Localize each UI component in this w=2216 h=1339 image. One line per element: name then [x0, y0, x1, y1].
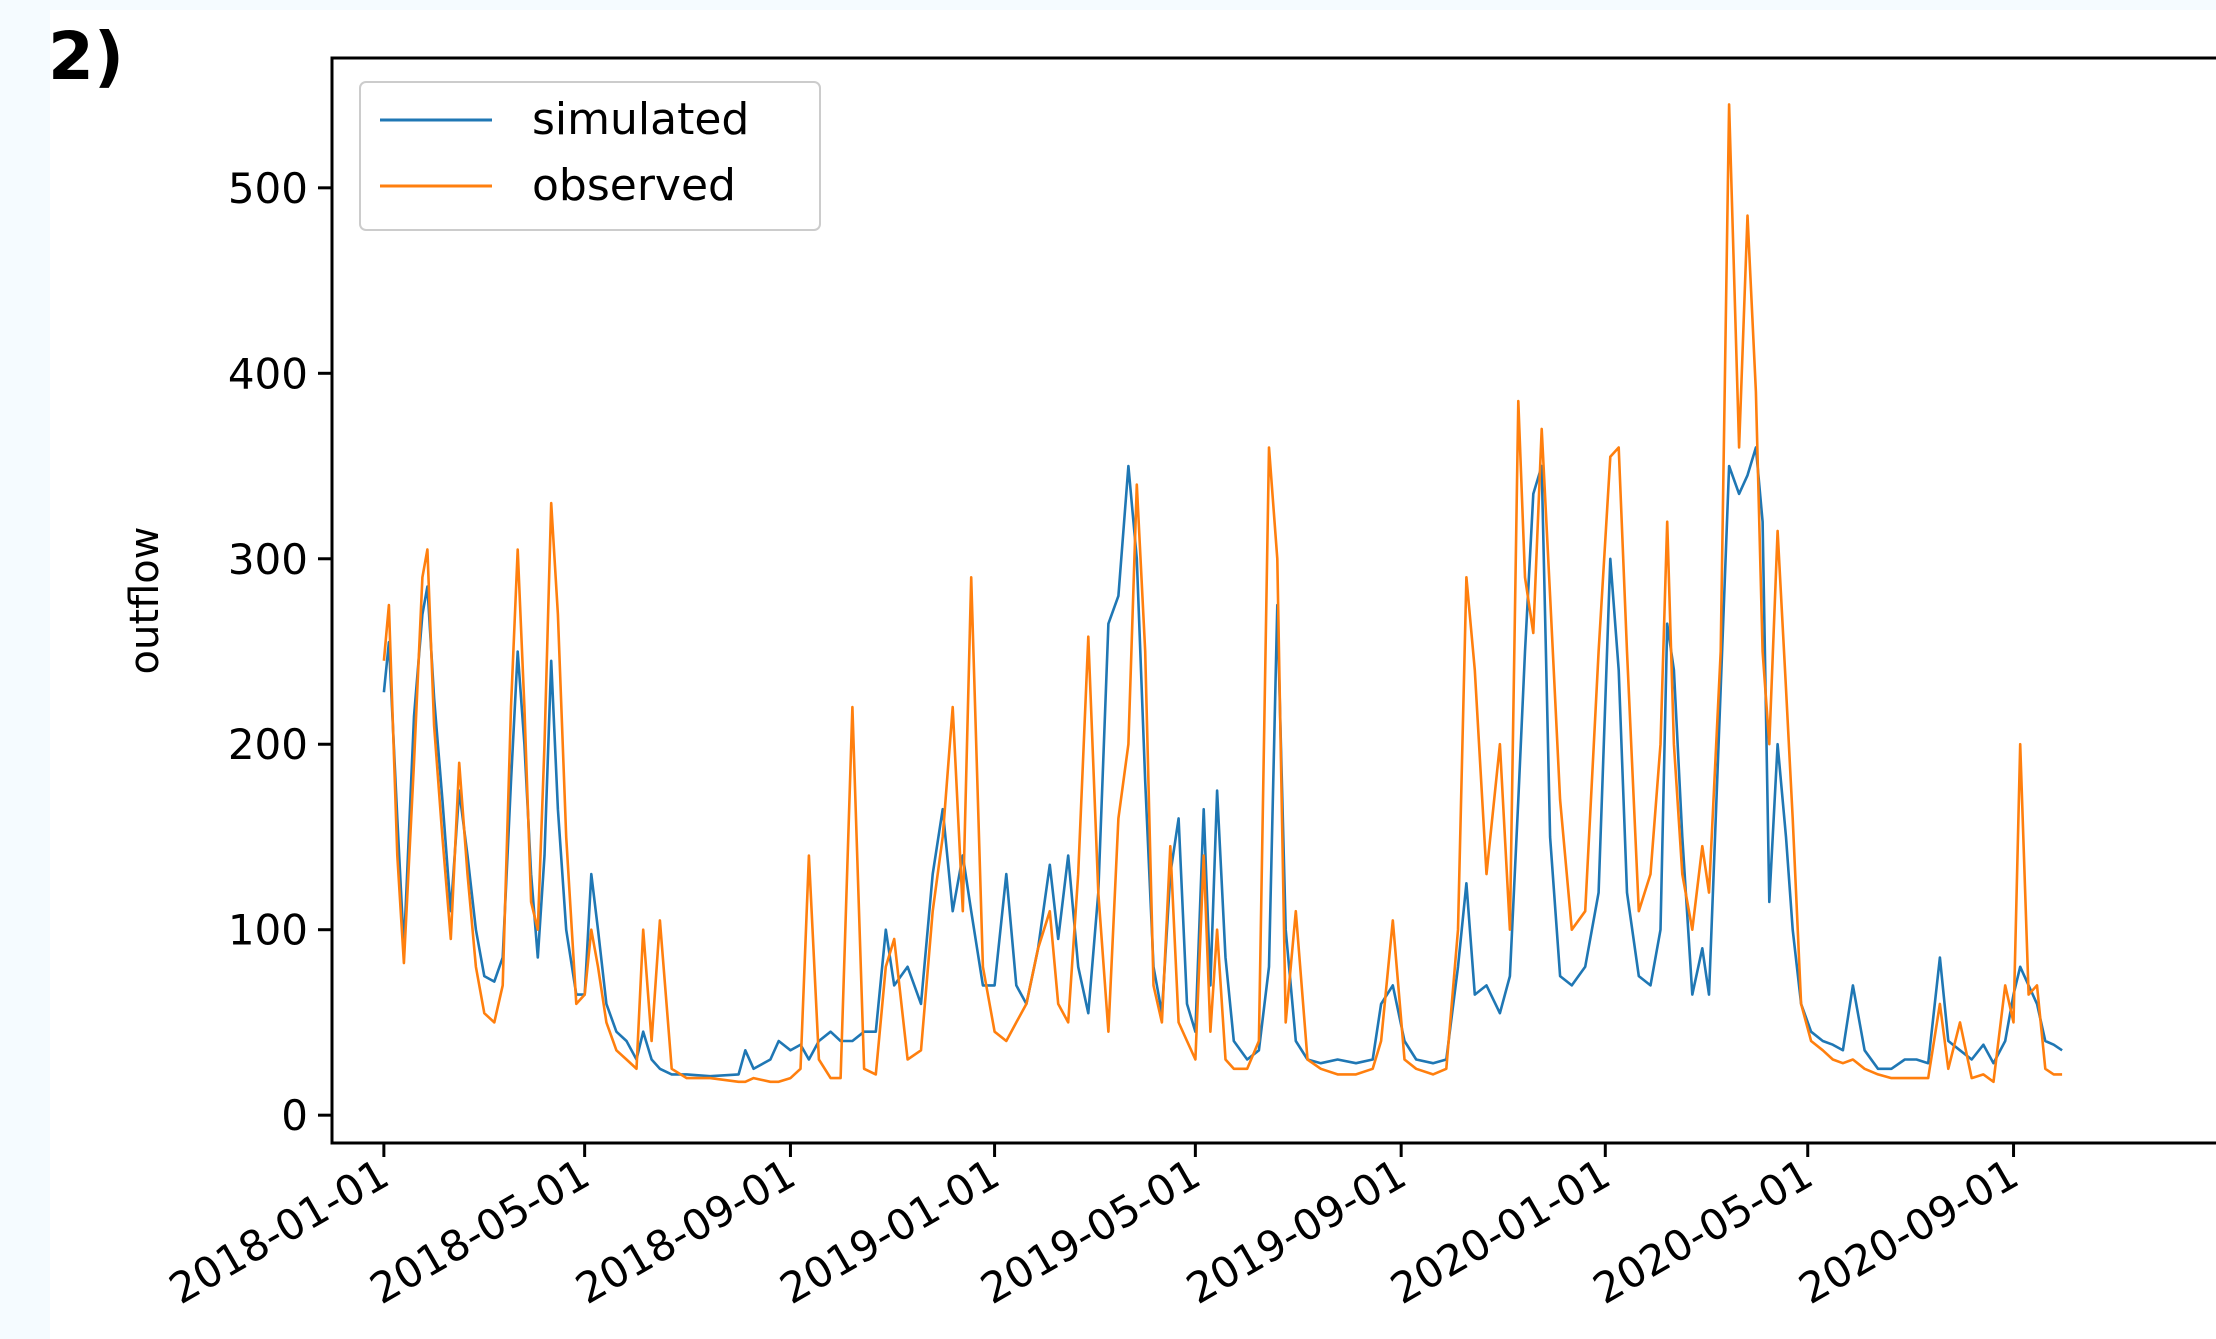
axes: 0 100 200 300 400 500 2018-01-012018-05-012018… — [122, 56, 2216, 1314]
legend-label-simulated: simulated — [532, 94, 749, 145]
x-tick-label: 2020-09-01 — [1791, 1149, 2027, 1313]
x-tick-label: 2019-09-01 — [1178, 1149, 1414, 1313]
x-tick-label: 2018-05-01 — [362, 1149, 598, 1313]
y-tick-label: 300 — [228, 535, 308, 584]
legend-label-observed: observed — [532, 160, 736, 211]
series-line-observed — [382, 103, 2063, 1084]
panel-label: 2) — [48, 18, 125, 95]
plot-frame — [330, 56, 2216, 1145]
x-tick-label: 2020-05-01 — [1585, 1149, 1821, 1313]
y-tick-label: 500 — [228, 164, 308, 213]
x-tick-label: 2019-05-01 — [972, 1149, 1208, 1313]
legend: simulated observed — [359, 81, 821, 231]
y-tick-label: 400 — [228, 349, 308, 398]
series-line-simulated — [382, 446, 2063, 1078]
series-layer — [382, 103, 2063, 1084]
y-tick-label: 200 — [228, 720, 308, 769]
y-axis-label: outflow — [122, 527, 168, 675]
x-tick-label: 2020-01-01 — [1382, 1149, 1618, 1313]
x-tick-label: 2018-09-01 — [568, 1149, 804, 1313]
figure-background — [50, 10, 2216, 1339]
x-tick-label: 2018-01-01 — [161, 1149, 397, 1313]
x-tick-label: 2019-01-01 — [772, 1149, 1008, 1313]
y-tick-label: 100 — [228, 906, 308, 955]
y-tick-label: 0 — [281, 1091, 308, 1140]
